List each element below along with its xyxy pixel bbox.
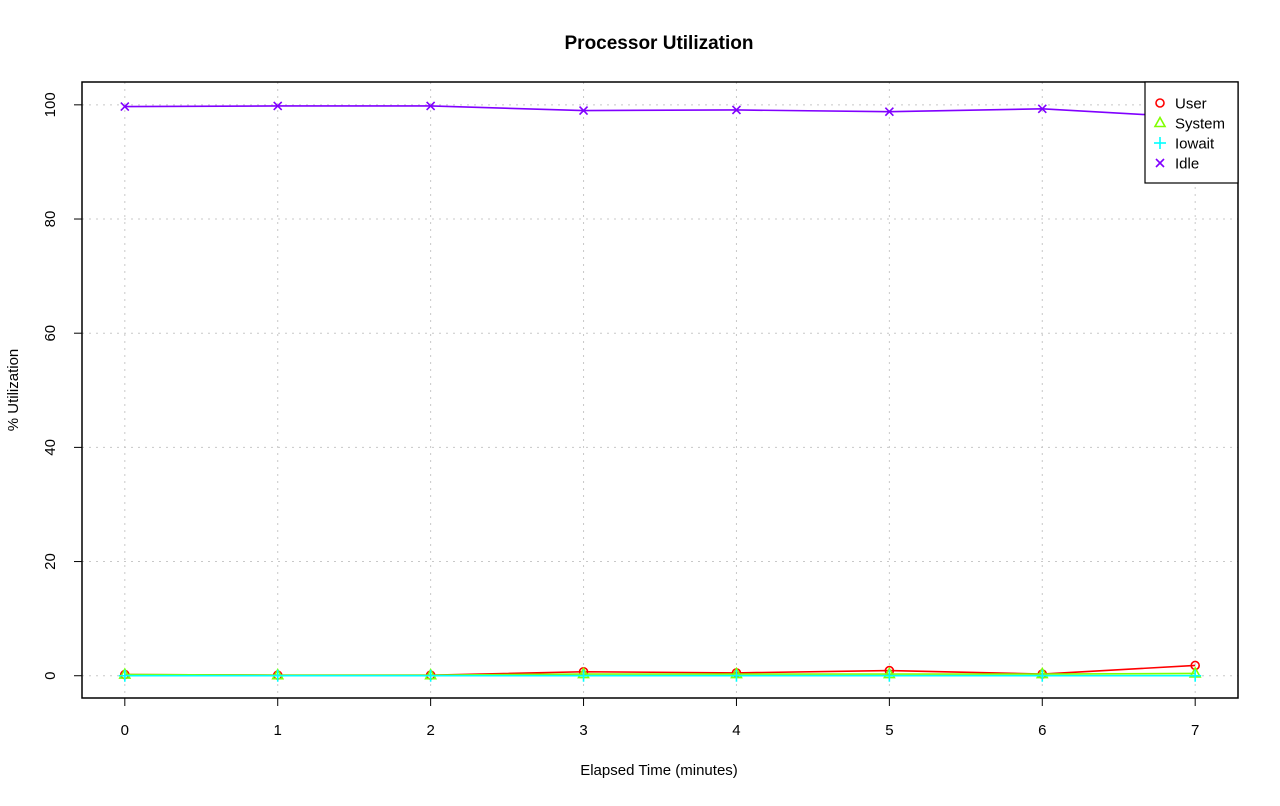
data-point-iowait-0	[118, 669, 131, 682]
x-tick-label-3: 3	[579, 722, 587, 739]
x-tick-label-7: 7	[1191, 722, 1199, 739]
legend-marker-user	[1155, 98, 1165, 108]
chart-title: Processor Utilization	[565, 33, 754, 54]
data-point-iowait-1	[271, 669, 284, 682]
x-tick-label-6: 6	[1038, 722, 1046, 739]
legend-label-system: System	[1175, 116, 1225, 133]
data-point-iowait-6	[1036, 669, 1049, 682]
x-tick-label-1: 1	[274, 722, 282, 739]
y-axis-label: % Utilization	[5, 349, 22, 432]
legend-label-user: User	[1175, 96, 1207, 113]
data-point-iowait-4	[730, 669, 743, 682]
data-point-iowait-3	[577, 669, 590, 682]
y-tick-label-1: 20	[42, 553, 59, 570]
data-point-idle-1	[273, 101, 283, 111]
legend: User System Iowait Idle	[1144, 81, 1239, 184]
x-tick-label-2: 2	[426, 722, 434, 739]
data-point-idle-3	[578, 105, 589, 116]
legend-marker-idle	[1155, 158, 1165, 168]
data-point-idle-4	[731, 105, 742, 115]
data-point-iowait-7	[1189, 669, 1202, 682]
legend-marker-iowait	[1154, 137, 1166, 149]
y-tick-label-2: 40	[42, 439, 59, 456]
y-tick-label-5: 100	[42, 92, 59, 117]
data-point-iowait-5	[883, 669, 896, 682]
grid	[82, 82, 1238, 698]
x-axis-label: Elapsed Time (minutes)	[580, 762, 738, 779]
y-tick-label-3: 60	[42, 325, 59, 342]
data-point-idle-5	[884, 107, 894, 117]
legend-marker-system	[1153, 115, 1167, 128]
data-point-idle-0	[120, 101, 130, 112]
data-point-iowait-2	[424, 669, 437, 682]
data-point-idle-6	[1037, 104, 1047, 114]
axes: 0 1 2 3 4 5 6 7 0 20 40 60 80 100	[42, 92, 1199, 739]
legend-label-iowait: Iowait	[1175, 136, 1215, 153]
y-tick-label-0: 0	[42, 672, 59, 680]
plot-frame	[81, 81, 1239, 699]
data-point-idle-2	[426, 101, 436, 111]
series-line-system	[124, 672, 1196, 676]
series	[118, 101, 1202, 682]
x-tick-label-0: 0	[121, 722, 129, 739]
y-tick-label-4: 80	[42, 211, 59, 228]
x-tick-label-4: 4	[732, 722, 740, 739]
series-line-idle	[124, 105, 1196, 119]
legend-label-idle: Idle	[1175, 156, 1199, 173]
x-tick-label-5: 5	[885, 722, 893, 739]
